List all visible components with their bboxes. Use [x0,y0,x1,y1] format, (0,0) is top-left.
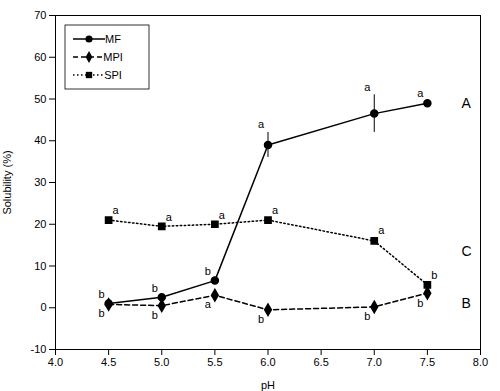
svg-text:b: b [99,288,105,300]
svg-text:b: b [258,313,264,325]
svg-text:6.5: 6.5 [313,356,328,368]
svg-text:5.0: 5.0 [154,356,169,368]
svg-text:8.0: 8.0 [473,356,488,368]
svg-text:SPI: SPI [104,69,122,81]
svg-text:60: 60 [34,51,46,63]
svg-text:pH: pH [261,379,275,391]
svg-text:7.5: 7.5 [420,356,435,368]
svg-text:20: 20 [34,218,46,230]
svg-text:7.0: 7.0 [367,356,382,368]
svg-text:a: a [205,298,212,310]
svg-text:6.0: 6.0 [260,356,275,368]
svg-text:a: a [272,204,279,216]
svg-text:70: 70 [34,9,46,21]
svg-text:10: 10 [34,260,46,272]
svg-text:b: b [205,265,211,277]
svg-text:50: 50 [34,93,46,105]
svg-text:5.5: 5.5 [207,356,222,368]
svg-text:b: b [431,269,437,281]
svg-text:a: a [378,224,385,236]
svg-text:A: A [461,95,471,111]
svg-text:Solubility (%): Solubility (%) [1,150,13,214]
svg-text:a: a [113,204,120,216]
svg-text:b: b [99,307,105,319]
svg-text:4.0: 4.0 [48,356,63,368]
svg-text:b: b [152,282,158,294]
svg-text:a: a [219,209,226,221]
svg-text:B: B [461,295,470,311]
svg-text:MPI: MPI [103,51,123,63]
svg-text:a: a [364,81,371,93]
svg-text:a: a [258,118,265,130]
svg-text:40: 40 [34,134,46,146]
svg-text:4.5: 4.5 [101,356,116,368]
svg-text:b: b [417,297,423,309]
svg-text:0: 0 [40,301,46,313]
svg-text:-10: -10 [31,343,47,355]
svg-text:C: C [461,243,471,259]
svg-text:b: b [152,309,158,321]
svg-text:b: b [364,310,370,322]
svg-text:30: 30 [34,176,46,188]
svg-text:a: a [417,87,424,99]
svg-text:MF: MF [105,33,121,45]
svg-text:a: a [166,211,173,223]
